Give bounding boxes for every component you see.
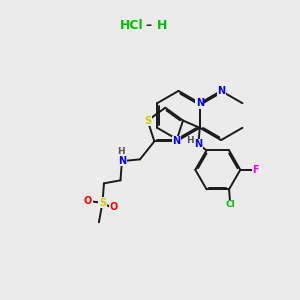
Text: H: H [117, 147, 124, 156]
Text: O: O [110, 202, 118, 212]
Text: Cl: Cl [225, 200, 235, 209]
Text: N: N [194, 139, 202, 149]
Text: N: N [217, 86, 225, 96]
Text: H: H [157, 19, 167, 32]
Text: –: – [146, 19, 152, 32]
Text: O: O [84, 196, 92, 206]
Text: HCl: HCl [120, 19, 144, 32]
Text: F: F [253, 165, 259, 175]
Text: H: H [186, 136, 194, 145]
Text: N: N [172, 136, 180, 146]
Text: S: S [144, 116, 151, 126]
Text: S: S [99, 198, 106, 208]
Text: N: N [118, 156, 126, 166]
Text: N: N [196, 98, 204, 108]
